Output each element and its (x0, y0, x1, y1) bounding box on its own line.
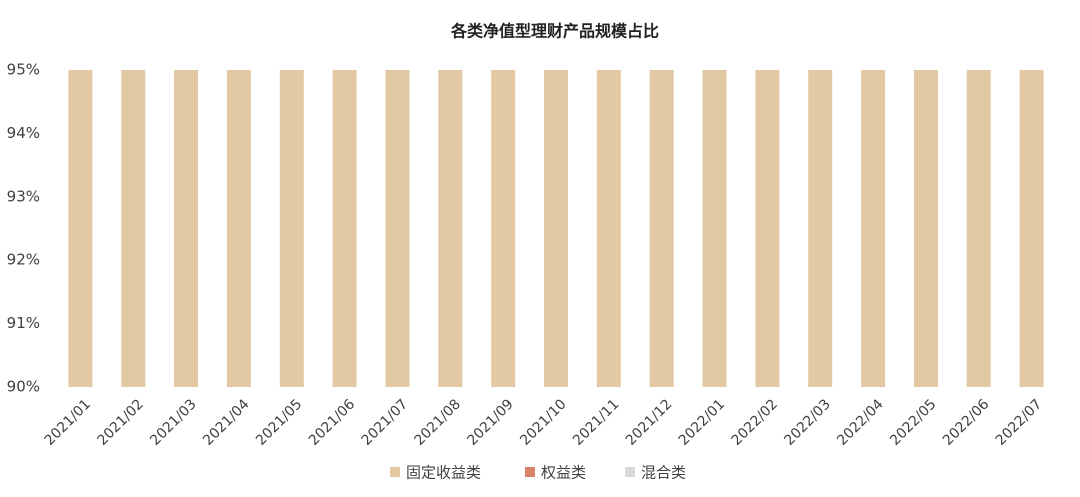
x-tick-label: 2022/03 (781, 396, 833, 448)
legend-swatch (390, 467, 400, 477)
x-tick-label: 2022/05 (887, 396, 939, 448)
bar-segment (121, 70, 146, 387)
x-tick-label: 2021/06 (306, 396, 359, 449)
x-tick-label: 2021/02 (94, 396, 146, 448)
bar-segment (279, 70, 304, 387)
x-tick-label: 2021/05 (253, 396, 305, 448)
bar-segment (1019, 70, 1044, 387)
x-tick-label: 2021/12 (623, 396, 675, 448)
bar-segment (385, 70, 410, 387)
legend-label: 固定收益类 (406, 464, 481, 482)
x-tick-label: 2021/11 (570, 396, 622, 448)
bar-segment (332, 70, 357, 387)
x-tick-label: 2021/10 (517, 396, 569, 448)
y-tick-label: 95% (7, 61, 40, 79)
x-tick-label: 2022/06 (940, 396, 993, 449)
legend-label: 权益类 (541, 464, 586, 482)
x-tick-label: 2022/02 (729, 396, 781, 448)
bar-segment (861, 70, 886, 387)
bar-segment (491, 70, 516, 387)
legend-label: 混合类 (641, 464, 686, 482)
y-tick-label: 92% (7, 251, 40, 269)
bar-segment (966, 70, 991, 387)
x-tick-label: 2021/04 (200, 396, 253, 449)
bar-segment (649, 70, 674, 387)
bar-segment (174, 70, 199, 387)
bar-segment (913, 70, 938, 387)
x-tick-label: 2022/07 (993, 396, 1045, 448)
x-tick-label: 2021/07 (359, 396, 411, 448)
y-tick-label: 94% (7, 124, 40, 142)
bar-segment (226, 70, 251, 387)
x-tick-label: 2022/01 (676, 396, 728, 448)
bar-segment (702, 70, 727, 387)
y-tick-label: 93% (7, 187, 40, 205)
bar-segment (544, 70, 568, 387)
legend-swatch (525, 467, 535, 477)
x-tick-label: 2021/03 (147, 396, 199, 448)
bar-segment (596, 70, 621, 387)
legend-swatch (625, 467, 635, 477)
x-tick-label: 2022/04 (834, 396, 887, 449)
bar-segment (808, 70, 833, 387)
x-tick-label: 2021/01 (42, 396, 94, 448)
y-tick-label: 91% (7, 314, 40, 332)
x-tick-label: 2021/08 (412, 396, 464, 448)
bar-segment (68, 70, 93, 387)
plot-area (68, 70, 1044, 387)
chart-title: 各类净值型理财产品规模占比 (450, 22, 659, 41)
bar-segment (755, 70, 780, 387)
x-tick-label: 2021/09 (464, 396, 516, 448)
bar-segment (438, 70, 463, 387)
y-tick-label: 90% (7, 378, 40, 396)
